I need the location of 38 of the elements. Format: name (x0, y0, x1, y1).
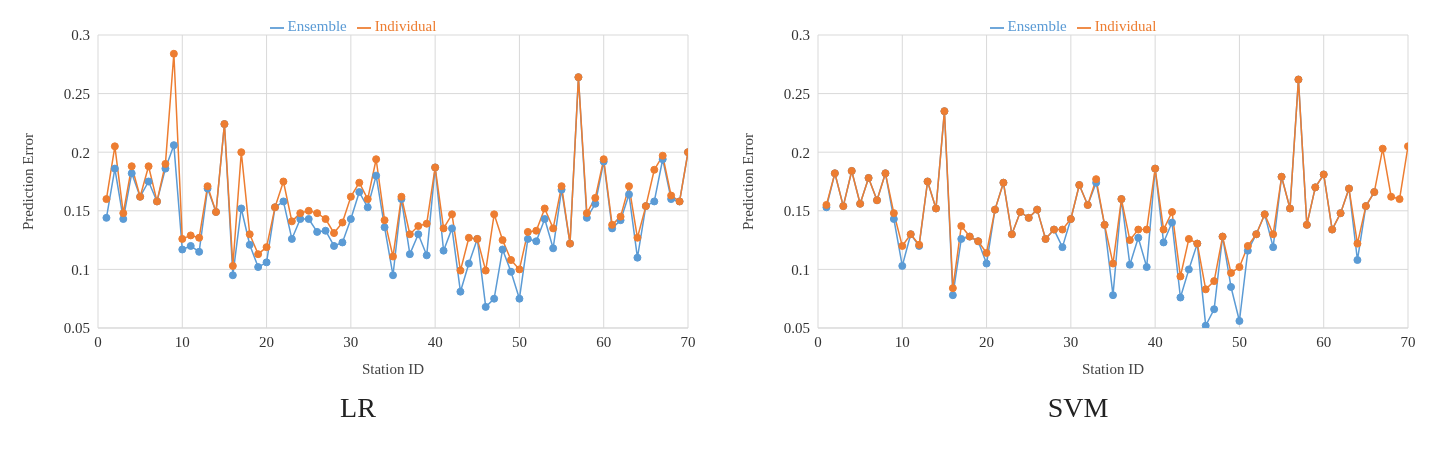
x-tick-label: 0 (814, 333, 822, 350)
x-tick-label: 70 (1400, 333, 1416, 350)
legend-label: Ensemble (1007, 18, 1067, 34)
x-tick-label: 30 (343, 333, 359, 350)
text: LR (339, 392, 377, 424)
y-tick-label: 0.1 (791, 261, 810, 278)
y-tick-label: 0.3 (71, 27, 90, 44)
y-tick-label: 0.1 (71, 261, 90, 278)
x-tick-label: 0 (94, 333, 102, 350)
x-tick-label: 50 (1231, 333, 1247, 350)
x-tick-label: 40 (427, 333, 443, 350)
y-tick-label: 0.25 (783, 85, 810, 102)
y-tick-label: 0.05 (783, 320, 810, 337)
x-tick-label: 60 (596, 333, 612, 350)
text: SVM (1046, 392, 1110, 424)
x-tick-label: 70 (680, 333, 696, 350)
x-axis-title: Station ID (1081, 361, 1145, 377)
y-tick-label: 0.15 (783, 203, 810, 220)
legend-label: Individual (374, 18, 437, 34)
x-tick-label: 10 (894, 333, 910, 350)
x-tick-label: 40 (1147, 333, 1163, 350)
y-axis-title: Prediction Error (740, 132, 757, 231)
y-tick-label: 0.15 (63, 203, 90, 220)
legend-label: Individual (1094, 18, 1157, 34)
y-tick-label: 0.2 (71, 144, 90, 161)
x-tick-label: 50 (511, 333, 527, 350)
x-tick-label: 60 (1316, 333, 1332, 350)
x-tick-label: 20 (259, 333, 275, 350)
x-tick-label: 20 (979, 333, 995, 350)
y-tick-label: 0.25 (63, 85, 90, 102)
y-tick-label: 0.2 (791, 144, 810, 161)
legend-label: Ensemble (287, 18, 347, 34)
y-tick-label: 0.3 (791, 27, 810, 44)
y-tick-label: 0.05 (63, 320, 90, 337)
y-axis-title: Prediction Error (20, 132, 37, 231)
x-axis-title: Station ID (361, 361, 425, 377)
x-tick-label: 10 (174, 333, 190, 350)
x-tick-label: 30 (1063, 333, 1079, 350)
